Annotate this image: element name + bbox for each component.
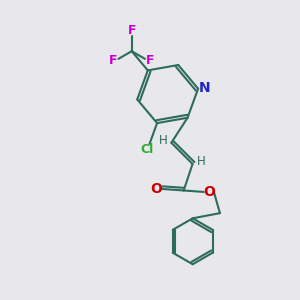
Text: O: O [204, 185, 216, 199]
Text: H: H [197, 155, 206, 168]
Text: N: N [199, 81, 210, 94]
Text: Cl: Cl [141, 143, 154, 156]
Text: F: F [128, 24, 136, 37]
Text: F: F [109, 54, 117, 67]
Text: O: O [150, 182, 162, 196]
Text: H: H [159, 134, 167, 147]
Text: F: F [146, 54, 154, 67]
